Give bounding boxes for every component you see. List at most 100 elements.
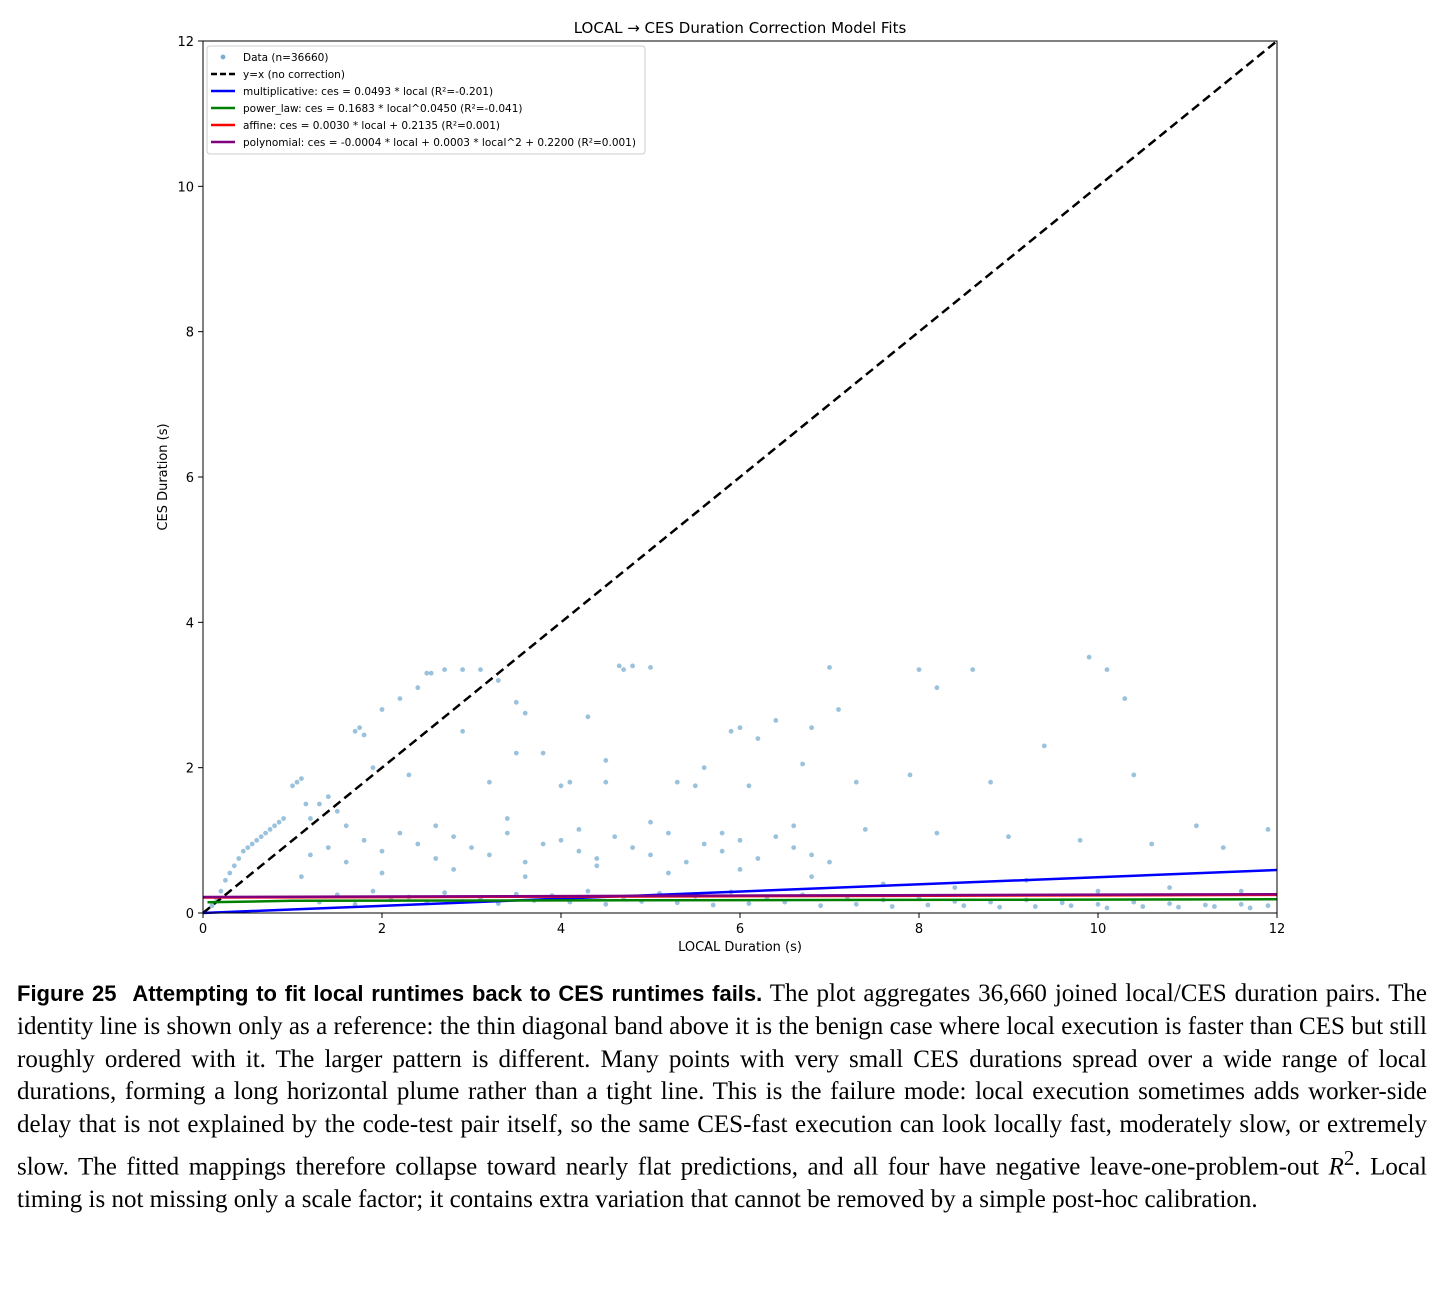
data-point — [1077, 837, 1083, 843]
x-tick-label: 4 — [557, 922, 565, 937]
data-point — [648, 819, 653, 825]
data-point — [433, 823, 439, 829]
data-point — [1149, 841, 1155, 847]
data-point — [1265, 903, 1271, 909]
data-point — [231, 863, 237, 869]
data-point — [379, 707, 385, 712]
data-point — [1212, 904, 1217, 909]
x-tick-label: 0 — [199, 922, 207, 937]
legend-label: power_law: ces = 0.1683 * local^0.0450 (… — [243, 103, 522, 115]
data-point — [952, 885, 958, 890]
legend-label: multiplicative: ces = 0.0493 * local (R²… — [243, 86, 493, 98]
data-point — [424, 670, 430, 676]
data-point — [616, 663, 622, 669]
x-tick-label: 10 — [1090, 922, 1107, 937]
data-point — [487, 779, 492, 785]
data-point — [558, 783, 564, 789]
caption-tail: . Local timing is not missing only a sca… — [17, 1153, 1427, 1214]
data-point — [746, 783, 752, 789]
data-point — [934, 830, 940, 836]
data-point — [1220, 845, 1226, 850]
data-point — [853, 901, 859, 907]
legend-marker — [220, 54, 226, 60]
data-point — [325, 845, 331, 850]
fit-lines — [202, 40, 1278, 915]
y-tick-label: 6 — [186, 471, 194, 486]
data-point — [809, 852, 814, 858]
data-point — [540, 841, 546, 847]
data-point — [325, 794, 331, 800]
data-point — [1095, 888, 1101, 894]
x-tick-label: 8 — [915, 922, 923, 937]
data-point — [630, 845, 635, 850]
data-point — [701, 765, 707, 771]
data-point — [907, 772, 913, 778]
caption-heading: Attempting to fit local runtimes back to… — [132, 981, 763, 1006]
legend-label: affine: ces = 0.0030 * local + 0.2135 (R… — [243, 120, 500, 132]
x-tick-label: 12 — [1269, 922, 1286, 937]
data-point — [469, 845, 474, 850]
data-point — [504, 816, 510, 821]
data-point — [1194, 823, 1199, 829]
legend: Data (n=36660) y=x (no correction) multipl… — [206, 45, 646, 155]
data-point — [701, 841, 707, 847]
data-point — [397, 830, 403, 836]
y-tick-label: 0 — [186, 907, 194, 922]
data-point — [961, 903, 967, 909]
data-point — [1238, 901, 1244, 907]
data-point — [240, 848, 246, 854]
data-point — [1247, 905, 1253, 911]
data-point — [361, 837, 367, 843]
data-point — [585, 714, 591, 720]
data-point — [513, 750, 519, 756]
data-point — [1041, 743, 1047, 749]
data-point — [249, 841, 255, 847]
data-point — [728, 728, 734, 734]
data-point — [308, 852, 313, 858]
data-point — [746, 901, 752, 906]
data-point — [737, 725, 743, 731]
data-point — [719, 848, 725, 854]
data-point — [522, 874, 528, 880]
data-point — [451, 867, 456, 872]
data-point — [1032, 904, 1038, 909]
data-point — [567, 779, 573, 785]
caption-body: The plot aggregates 36,660 joined local/… — [17, 980, 1427, 1181]
data-point — [370, 888, 376, 894]
data-point — [1068, 903, 1074, 909]
data-point — [576, 848, 582, 854]
data-point — [1059, 900, 1065, 906]
data-point — [276, 819, 282, 825]
data-point — [1131, 772, 1137, 778]
legend-label: y=x (no correction) — [243, 69, 345, 81]
x-tick-label: 2 — [378, 922, 386, 937]
data-point — [621, 667, 626, 672]
series-line — [202, 868, 1278, 915]
data-point — [737, 867, 743, 872]
data-point — [352, 901, 358, 907]
data-point — [397, 696, 403, 701]
data-point — [603, 901, 609, 907]
data-point — [272, 823, 277, 829]
data-point — [1176, 904, 1181, 910]
data-point — [428, 670, 434, 676]
data-point — [836, 707, 841, 712]
data-point — [223, 877, 228, 883]
scatter-chart: 0 2 4 6 8 10 12 0 2 4 6 8 10 12 Data (n=36660) y=x (no… — [156, 19, 1286, 955]
data-point — [1086, 654, 1092, 660]
data-point — [603, 779, 609, 785]
data-point — [674, 779, 680, 785]
data-point — [997, 904, 1002, 910]
data-point — [415, 685, 421, 691]
y-tick-label: 12 — [177, 35, 194, 50]
data-point — [648, 852, 653, 858]
data-point — [1140, 904, 1146, 909]
data-point — [258, 834, 264, 840]
data-point — [460, 728, 465, 734]
data-point — [236, 856, 242, 861]
y-tick-label: 2 — [186, 762, 194, 777]
data-point — [299, 874, 304, 880]
data-point — [862, 827, 868, 832]
data-point — [666, 830, 671, 836]
data-point — [558, 837, 564, 843]
